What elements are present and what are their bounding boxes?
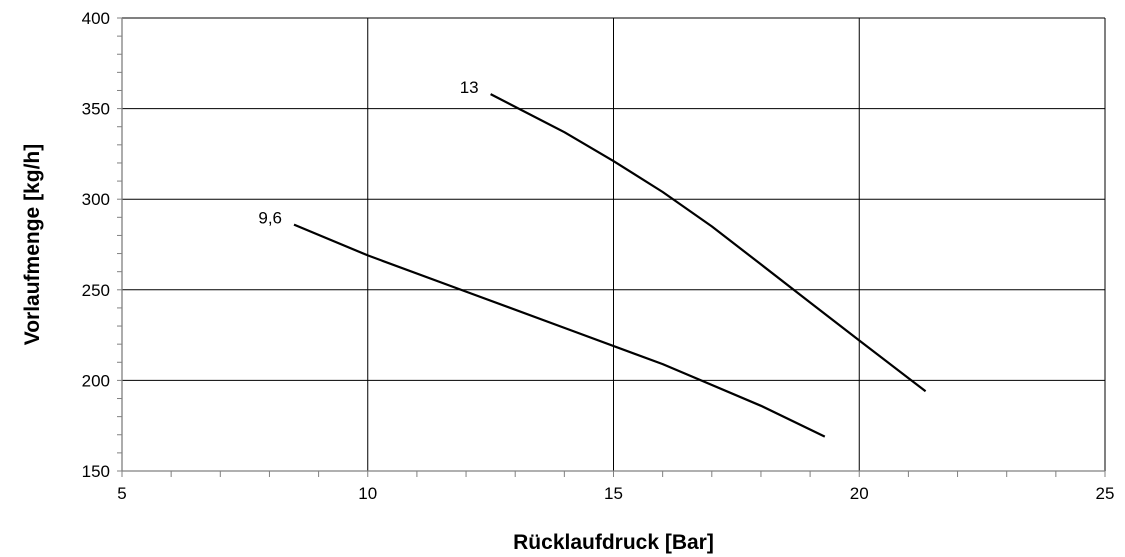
series-line: [293, 223, 826, 438]
y-axis-title: Vorlaufmenge [kg/h]: [21, 144, 44, 345]
x-tick-label: 10: [358, 484, 377, 503]
axes: [117, 17, 1106, 477]
x-tick-label: 5: [117, 484, 126, 503]
data-series: 9,6 13: [258, 78, 927, 438]
series-label: 9,6: [258, 209, 282, 228]
y-tick-label: 400: [82, 9, 110, 28]
y-tick-label: 300: [82, 190, 110, 209]
x-axis-title: Rücklaufdruck [Bar]: [513, 531, 714, 554]
tick-labels: 150 200 250 300 350 400 5 10 15 20 25: [82, 9, 1115, 503]
y-tick-label: 350: [82, 100, 110, 119]
series-label: 13: [460, 78, 479, 97]
x-tick-label: 20: [850, 484, 869, 503]
x-tick-label: 25: [1096, 484, 1115, 503]
grid-lines: [122, 17, 1106, 471]
y-tick-label: 200: [82, 371, 110, 390]
y-tick-label: 250: [82, 281, 110, 300]
x-tick-label: 15: [604, 484, 623, 503]
series-line: [490, 93, 927, 393]
y-tick-label: 150: [82, 462, 110, 481]
